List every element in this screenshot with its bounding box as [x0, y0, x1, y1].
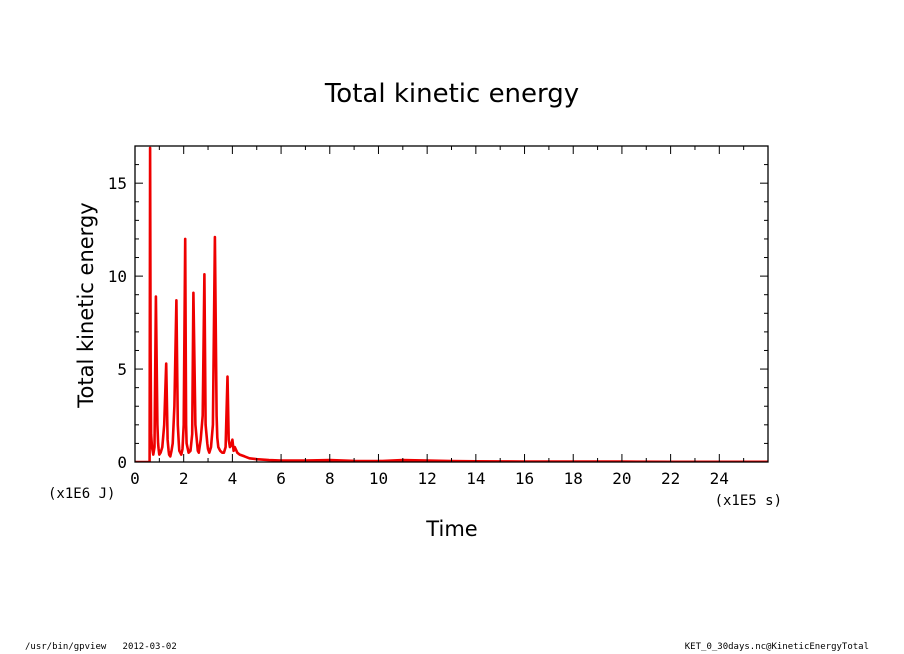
y-scale-label: (x1E6 J) — [48, 486, 115, 502]
y-tick-label: 0 — [117, 453, 127, 472]
y-tick-label: 15 — [108, 174, 127, 193]
footer-program: /usr/bin/gpview — [25, 642, 107, 652]
x-tick-label: 0 — [130, 469, 140, 488]
y-tick-label: 5 — [117, 360, 127, 379]
x-tick-label: 4 — [228, 469, 238, 488]
x-tick-label: 22 — [661, 469, 680, 488]
x-tick-label: 12 — [418, 469, 437, 488]
x-tick-label: 18 — [564, 469, 583, 488]
x-tick-label: 2 — [179, 469, 189, 488]
chart-title: Total kinetic energy — [324, 79, 579, 109]
series-line-0 — [135, 146, 768, 462]
x-tick-label: 6 — [276, 469, 286, 488]
y-axis-label: Total kinetic energy — [74, 202, 98, 408]
footer-source: KET_0_30days.nc@KineticEnergyTotal — [684, 642, 869, 652]
x-tick-label: 20 — [612, 469, 631, 488]
y-tick-label: 10 — [108, 267, 127, 286]
x-tick-label: 10 — [369, 469, 388, 488]
x-tick-label: 8 — [325, 469, 335, 488]
footer-date: 2012-03-02 — [122, 642, 177, 652]
x-axis-label: Time — [425, 517, 477, 541]
x-scale-label: (x1E5 s) — [715, 493, 782, 509]
x-tick-label: 24 — [710, 469, 729, 488]
x-tick-label: 16 — [515, 469, 534, 488]
footer-program-info: /usr/bin/gpview 2012-03-02 — [25, 642, 177, 652]
x-tick-label: 14 — [466, 469, 485, 488]
plot-frame — [134, 145, 769, 463]
